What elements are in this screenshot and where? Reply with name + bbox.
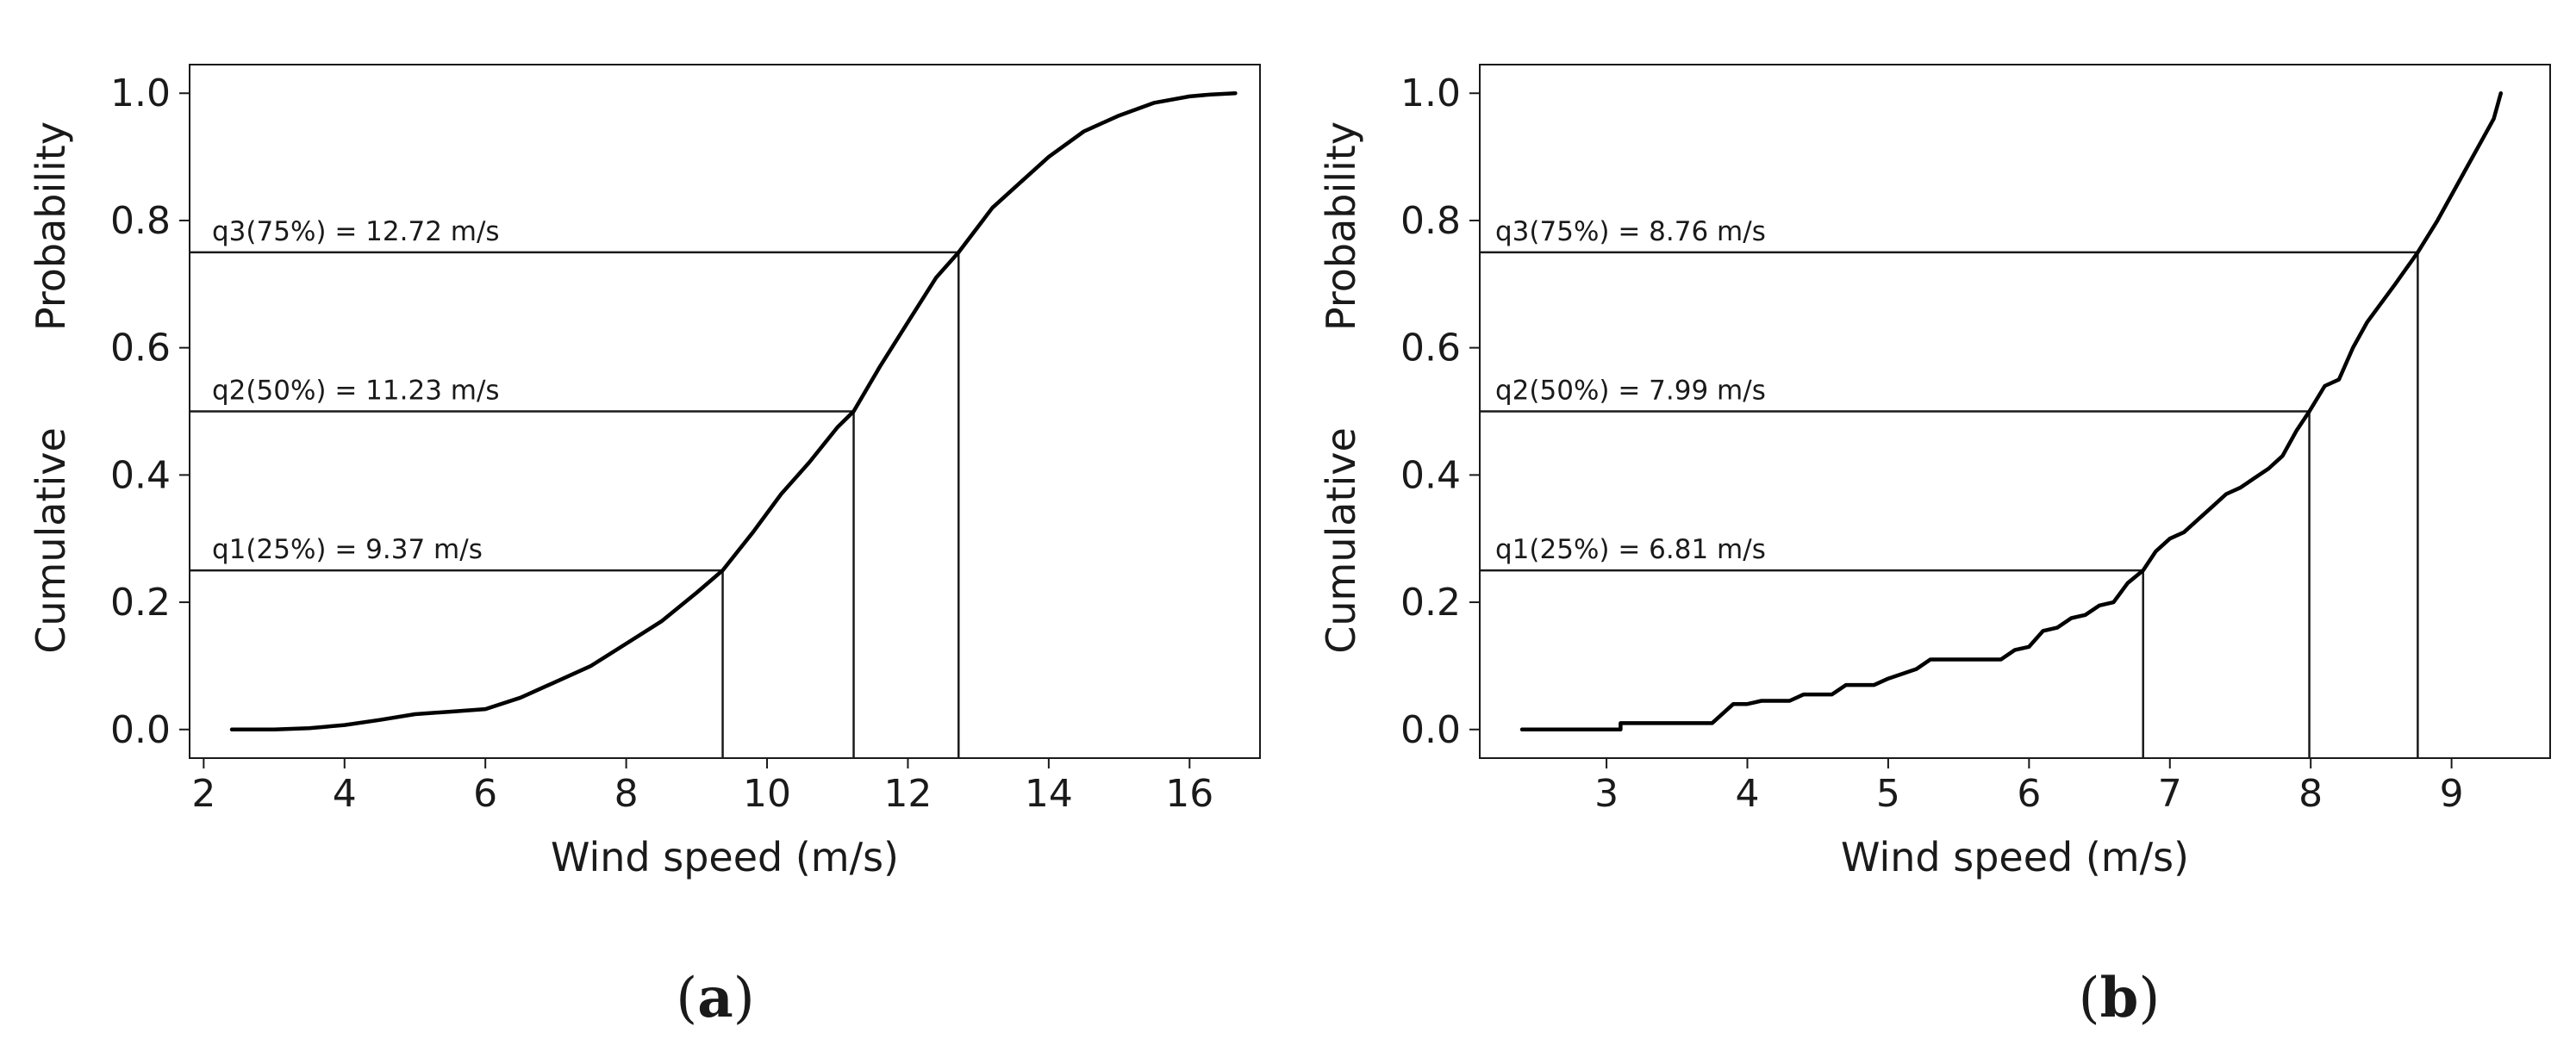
- y-tick-label: 0.6: [1400, 327, 1461, 370]
- y-tick-label: 1.0: [110, 72, 171, 115]
- y-tick-label: 0.4: [110, 453, 171, 497]
- x-axis-label: Wind speed (m/s): [551, 834, 899, 880]
- x-tick-label: 14: [1025, 772, 1073, 816]
- y-tick-label: 0.8: [1400, 199, 1461, 243]
- y-axis-label: Cumulative Probability: [1318, 121, 1364, 654]
- x-tick-label: 12: [883, 772, 932, 816]
- cdf-series-line: [1519, 90, 2504, 732]
- quantile-label: q1(25%) = 9.37 m/s: [212, 534, 483, 565]
- panel-caption: (b): [2079, 966, 2161, 1030]
- caption-letter: b: [2100, 966, 2139, 1030]
- y-tick-label: 0.0: [1400, 708, 1461, 752]
- quantile-label: q2(50%) = 11.23 m/s: [212, 376, 500, 407]
- x-tick-label: 8: [2298, 772, 2323, 816]
- x-tick-label: 4: [1736, 772, 1760, 816]
- x-tick-label: 5: [1876, 772, 1900, 816]
- caption-close-paren: ): [733, 967, 755, 1030]
- cdf-series-line: [229, 90, 1238, 732]
- y-tick-label: 1.0: [1400, 72, 1461, 115]
- y-axis-label-word2: Probability: [28, 121, 74, 331]
- x-tick-label: 4: [333, 772, 357, 816]
- x-tick-label: 7: [2158, 772, 2182, 816]
- y-tick-label: 0.6: [110, 327, 171, 370]
- caption-letter: a: [697, 966, 733, 1030]
- quantile-label: q3(75%) = 12.72 m/s: [212, 216, 500, 247]
- y-tick-label: 0.2: [1400, 581, 1461, 625]
- y-axis-label-word2: Probability: [1318, 121, 1364, 331]
- caption-open-paren: (: [2079, 967, 2100, 1030]
- quantile-label: q3(75%) = 8.76 m/s: [1495, 216, 1766, 247]
- y-tick-label: 0.4: [1400, 453, 1461, 497]
- x-tick-label: 3: [1594, 772, 1619, 816]
- quantile-label: q1(25%) = 6.81 m/s: [1495, 534, 1766, 565]
- caption-open-paren: (: [676, 967, 697, 1030]
- x-tick-label: 8: [614, 772, 639, 816]
- x-tick-label: 16: [1165, 772, 1213, 816]
- x-axis-label: Wind speed (m/s): [1841, 834, 2189, 880]
- y-axis-label: Cumulative Probability: [28, 121, 74, 654]
- y-tick-label: 0.0: [110, 708, 171, 752]
- chart-panel-b: 3 4 5 6 7 8 9 0.0 0.2 0.4 0.6 0.8 1.0 q1(25%) = 6.81 …: [1318, 64, 2551, 1030]
- caption-close-paren: ): [2138, 967, 2160, 1030]
- chart-panel-a: 2 4 6 8 10 12 14 16 0.0 0.2 0.4 0.6 0.8 1.0 q1(25%) = …: [28, 64, 1261, 1030]
- x-tick-label: 2: [191, 772, 215, 816]
- y-tick-label: 0.2: [110, 581, 171, 625]
- y-tick-label: 0.8: [110, 199, 171, 243]
- panel-caption: (a): [676, 966, 754, 1030]
- x-tick-label: 10: [743, 772, 791, 816]
- x-tick-label: 6: [2017, 772, 2041, 816]
- x-tick-label: 6: [473, 772, 497, 816]
- x-tick-label: 9: [2440, 772, 2464, 816]
- y-axis-label-word1: Cumulative: [28, 427, 74, 654]
- y-axis-label-word1: Cumulative: [1318, 427, 1364, 654]
- quantile-label: q2(50%) = 7.99 m/s: [1495, 376, 1766, 407]
